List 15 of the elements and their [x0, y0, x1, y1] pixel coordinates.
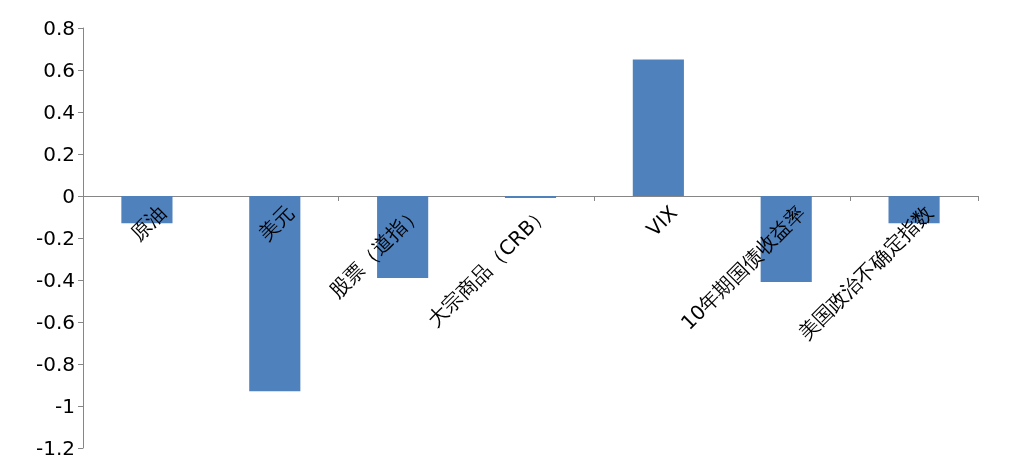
- y-tick-label: -1.2: [35, 436, 75, 460]
- y-tick-label: -0.8: [35, 352, 75, 376]
- x-tick-label: 股票（道指）: [324, 200, 427, 303]
- y-tick-label: 0.2: [43, 142, 75, 166]
- x-tick-label: VIX: [641, 200, 683, 242]
- y-tick-label: -1: [55, 394, 75, 418]
- y-tick-label: -0.6: [35, 310, 75, 334]
- x-tick-label: 美元: [253, 200, 299, 246]
- x-tick-label: 原油: [125, 200, 171, 246]
- y-tick-label: 0.8: [43, 16, 75, 40]
- y-tick-label: -0.2: [35, 226, 75, 250]
- y-tick-label: -0.4: [35, 268, 75, 292]
- y-tick-label: 0.6: [43, 58, 75, 82]
- y-tick-label: 0: [62, 184, 75, 208]
- y-tick-label: 0.4: [43, 100, 75, 124]
